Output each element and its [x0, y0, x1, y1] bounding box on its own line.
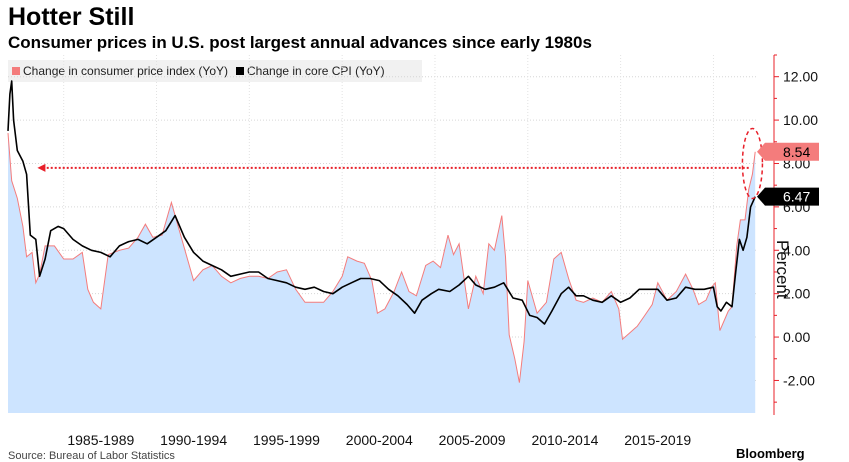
x-tick-label: 1985-1989: [67, 432, 134, 448]
chart-title: Hotter Still: [8, 3, 135, 31]
source-note: Source: Bureau of Labor Statistics: [8, 450, 175, 462]
x-axis: 1985-1989 1990-1994 1995-1999 2000-2004 2005…: [67, 432, 691, 448]
legend: Change in consumer price index (YoY) Cha…: [8, 60, 422, 82]
annotation-arrow-head: [37, 163, 46, 172]
y-tick-label: 4.00: [783, 242, 810, 258]
legend-item-cpi: Change in consumer price index (YoY): [12, 64, 228, 78]
y-tick-label: 0.00: [783, 329, 810, 345]
x-tick-label: 1995-1999: [253, 432, 320, 448]
legend-swatch-core-cpi: [236, 67, 245, 75]
legend-item-core-cpi: Change in core CPI (YoY): [236, 64, 385, 78]
x-tick-label: 2000-2004: [346, 432, 413, 448]
last-value-labels: 8.54 6.47: [757, 142, 819, 206]
y-tick-label: -2.00: [783, 372, 815, 388]
cpi-area-fill: [8, 133, 756, 413]
x-tick-label: 2005-2009: [439, 432, 506, 448]
core-cpi-line: [7, 80, 756, 325]
y-tick-label: 12.00: [783, 69, 818, 85]
cpi-area-layer: [8, 133, 756, 413]
series-lines-layer: [7, 80, 756, 383]
y-tick-label: 2.00: [783, 286, 810, 302]
x-tick-label: 2015-2019: [624, 432, 691, 448]
chart-subtitle: Consumer prices in U.S. post largest ann…: [8, 33, 592, 52]
last-value-text: 8.54: [783, 144, 810, 160]
annotation-layer: [37, 127, 764, 200]
last-value-badge: [757, 187, 819, 206]
x-tick-label: 1990-1994: [160, 432, 227, 448]
legend-swatch-cpi: [12, 67, 20, 75]
y-axis-label: Percent: [773, 240, 792, 299]
annotation-ellipse: [741, 127, 764, 200]
x-tick-label: 2010-2014: [531, 432, 598, 448]
legend-label-core-cpi: Change in core CPI (YoY): [247, 64, 385, 78]
bloomberg-logo: Bloomberg: [736, 446, 805, 461]
legend-label-cpi: Change in consumer price index (YoY): [23, 64, 229, 78]
cpi-line: [7, 133, 756, 383]
y-tick-label: 10.00: [783, 112, 818, 128]
last-value-badge: [757, 142, 819, 161]
last-value-text: 6.47: [783, 189, 810, 205]
